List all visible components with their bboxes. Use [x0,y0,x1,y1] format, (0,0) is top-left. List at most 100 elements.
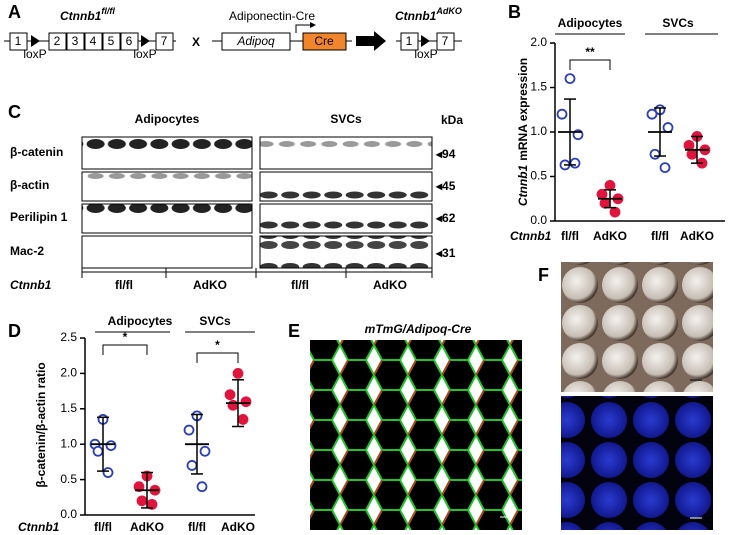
loxp-label: loxP [133,47,156,61]
panel-e: E mTmG/Adipoq-Cre [288,321,522,530]
y-tick-label: 2.0 [530,35,547,49]
exon-label: 1 [15,34,22,48]
y-tick-label: 0.5 [60,472,77,486]
cross: X [192,35,200,49]
data-point [92,445,104,457]
genotype: AdKO [193,278,227,292]
row-label: β-catenin [10,145,63,159]
blots [81,136,433,269]
exon-label: 1 [406,34,413,48]
panel-label: B [508,2,521,22]
exons [400,32,455,51]
promoter-arrow [295,24,310,33]
loxp-label: loxP [23,47,46,61]
genotype: fl/fl [291,278,309,292]
data-point [199,445,211,457]
panel-c: C Adipocytes SVCs kDa β-catenin β-actin … [8,102,463,292]
exon-label: 2 [54,34,61,48]
promoter: Adipoq [236,34,275,48]
data-point [604,179,616,191]
significance-bracket [569,59,611,70]
kda: ◂31 [435,246,456,260]
kda: ◂94 [435,147,456,161]
data-point [599,197,611,209]
y-tick-label: 1.5 [60,401,77,415]
big-arrow [356,31,386,51]
data-point [232,367,244,379]
data-point [659,162,671,174]
micrograph [310,340,522,530]
data-point [102,467,114,478]
data-point [556,108,568,120]
x-tick-label: AdKO [593,229,627,243]
row-label: Perilipin 1 [10,210,68,224]
genotype: AdKO [373,278,407,292]
genotype-label: Ctnnb1 [10,278,52,292]
genotype: fl/fl [115,278,133,292]
y-tick-label: 2.0 [60,366,77,380]
y-tick-label: 0.0 [60,507,77,521]
group-label: SVCs [330,112,362,126]
exon-label: 3 [72,34,79,48]
data-point [646,108,658,120]
data-point [227,399,239,411]
data-point [649,148,661,160]
gene-label: Ctnnb1fl/fl [60,6,115,23]
cre: Cre [314,34,334,48]
x-axis-label: Ctnnb1 [510,229,552,243]
data-point [596,188,608,200]
superscript: AdKO [435,6,462,16]
data-point [136,495,148,507]
y-tick-label: 2.5 [60,330,77,344]
data-point [686,148,698,160]
significance: * [215,338,220,352]
panel-label: F [538,265,549,285]
exon-label: 7 [161,34,168,48]
panel-a: A Ctnnb1fl/fl 1 2 3 4 5 6 7 loxP loxP X … [4,2,462,61]
data-point [133,481,145,493]
x-tick-label: fl/fl [188,520,206,534]
data-point [196,481,208,493]
kda: ◂62 [435,211,456,225]
loxp-label: loxP [414,47,437,61]
significance: * [123,330,128,344]
x-tick-label: AdKO [680,229,714,243]
data-point [683,139,695,151]
group-label: SVCs [662,16,694,30]
y-tick-label: 1.0 [530,124,547,138]
panel-label: A [8,2,21,22]
x-axis-label: Ctnnb1 [18,520,60,534]
data-point [224,389,236,401]
x-tick-label: fl/fl [651,229,669,243]
y-tick-label: 0.0 [530,213,547,227]
significance: ** [585,45,595,59]
data-point [183,424,195,436]
x-tick-label: AdKO [130,520,164,534]
group-label: Adipocytes [135,112,200,126]
fluorescence-image [561,396,713,530]
promoter-box [221,32,291,51]
x-tick-label: fl/fl [94,520,112,534]
kda-value: 31 [442,246,456,260]
y-label-gene: Ctnnb1 [516,164,530,206]
data-point [240,396,252,408]
y-label-text: β-catenin/β-actin ratio [34,362,48,487]
significance-bracket [196,352,239,363]
data-point [105,440,117,452]
exons [9,32,174,51]
y-tick-label: 1.5 [530,80,547,94]
unit: kDa [441,113,463,127]
data-point [569,157,581,169]
data-point [662,122,674,133]
dot-plot: D 0.0 0.5 1.0 1.5 2.0 2.5 β-catenin/β-actin rat… [8,314,255,534]
y-tick-label: 0.5 [530,169,547,183]
lane-brackets [81,268,433,278]
cre-box [302,32,347,51]
y-tick-label: 1.0 [60,436,77,450]
gene: Ctnnb1 [60,9,102,23]
data-point [237,414,249,425]
row-label: β-actin [10,178,49,192]
panel-f: F [538,262,713,530]
kda-value: 62 [442,211,456,225]
